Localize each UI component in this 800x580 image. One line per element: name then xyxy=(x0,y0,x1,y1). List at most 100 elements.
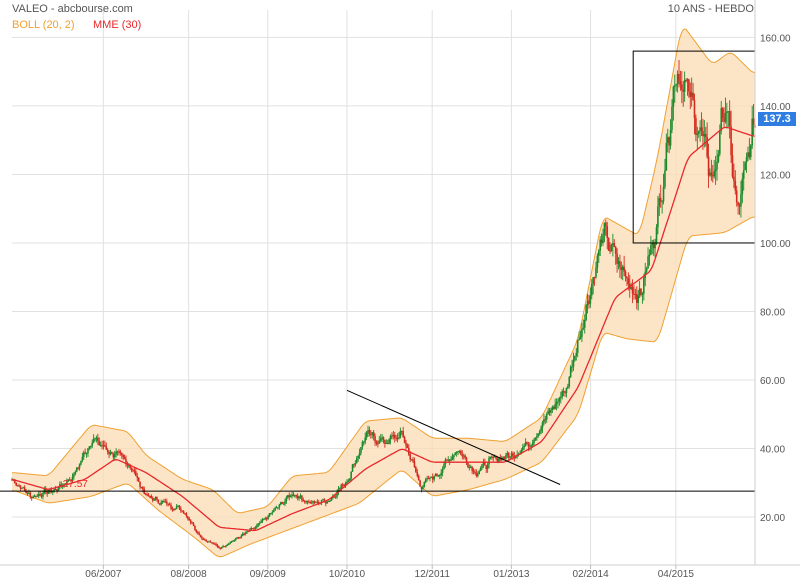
candle-body xyxy=(651,243,654,246)
candle-body xyxy=(263,518,265,520)
candle-body xyxy=(287,495,289,498)
candle-body xyxy=(626,276,628,279)
candle-body xyxy=(302,499,305,502)
candle-body xyxy=(640,288,642,295)
candle-body xyxy=(706,137,708,157)
candle-body xyxy=(184,513,186,515)
candle-body xyxy=(84,452,86,454)
candle-body xyxy=(154,497,157,500)
candle-body xyxy=(697,130,700,134)
candle-body xyxy=(185,513,188,517)
candle-body xyxy=(313,501,316,503)
candle-body xyxy=(178,505,181,509)
candle-body xyxy=(748,152,751,158)
candle-body xyxy=(733,176,735,181)
candle-body xyxy=(491,456,493,458)
candle-body xyxy=(431,476,434,480)
candle-body xyxy=(624,271,627,277)
candle-body xyxy=(29,492,32,497)
candle-body xyxy=(659,198,662,202)
candle-body xyxy=(344,483,347,486)
candle-body xyxy=(409,454,412,460)
candle-body xyxy=(635,294,638,303)
candle-body xyxy=(637,295,640,303)
candle-body xyxy=(509,456,511,458)
candle-body xyxy=(101,445,103,447)
candle-body xyxy=(654,243,656,249)
legend-mme[interactable]: MME (30) xyxy=(93,19,142,31)
candle-body xyxy=(696,133,699,135)
candle-body xyxy=(689,91,692,97)
candle-body xyxy=(298,496,300,499)
candle-body xyxy=(641,293,644,295)
candle-body xyxy=(679,81,682,85)
candle-body xyxy=(531,442,534,446)
candle-body xyxy=(309,502,312,504)
candle-body xyxy=(699,127,701,131)
candle-body xyxy=(530,445,533,447)
candle-body xyxy=(94,438,96,440)
candle-body xyxy=(405,442,407,446)
candle-body xyxy=(503,457,506,459)
candle-body xyxy=(139,481,141,487)
candle-body xyxy=(334,496,337,498)
candle-body xyxy=(163,500,165,502)
candle-body xyxy=(225,545,227,547)
candle-body xyxy=(724,113,727,122)
candle-body xyxy=(610,244,613,252)
candle-body xyxy=(28,492,30,494)
candle-body xyxy=(192,523,195,526)
candle-body xyxy=(241,533,244,536)
candle-body xyxy=(650,245,652,255)
candle-body xyxy=(479,468,482,472)
candle-body xyxy=(161,500,164,503)
candle-body xyxy=(713,171,715,177)
candle-body xyxy=(372,432,375,437)
candle-body xyxy=(370,433,372,435)
candle-body xyxy=(458,450,461,452)
candle-body xyxy=(740,194,742,207)
candle-body xyxy=(378,440,381,444)
period-label[interactable]: 10 ANS - HEBDO xyxy=(667,3,754,15)
candle-body xyxy=(474,471,476,474)
candle-body xyxy=(308,501,310,503)
candle-body xyxy=(374,436,376,442)
candle-body xyxy=(118,451,120,453)
candle-body xyxy=(675,84,677,86)
candle-body xyxy=(589,295,592,304)
candle-body xyxy=(461,454,464,457)
candle-body xyxy=(316,501,319,503)
candle-body xyxy=(40,495,43,497)
candle-body xyxy=(600,239,603,244)
candle-body xyxy=(598,250,600,256)
candle-body xyxy=(581,328,583,337)
candle-body xyxy=(151,497,154,501)
candle-body xyxy=(386,443,389,445)
candle-body xyxy=(389,435,392,440)
candle-body xyxy=(520,449,523,454)
candle-body xyxy=(419,480,421,487)
candle-body xyxy=(46,491,48,494)
candle-body xyxy=(323,499,326,503)
candle-body xyxy=(406,445,409,448)
candle-body xyxy=(194,525,196,530)
candle-body xyxy=(203,539,206,541)
candle-body xyxy=(102,445,105,447)
candle-body xyxy=(560,396,562,398)
candle-body xyxy=(92,438,95,443)
candle-body xyxy=(710,172,713,176)
candle-body xyxy=(275,507,278,509)
candle-body xyxy=(246,531,248,533)
candle-body xyxy=(336,492,338,497)
candle-body xyxy=(453,455,455,458)
candle-body xyxy=(180,508,182,511)
candle-body xyxy=(164,501,167,503)
candle-body xyxy=(353,464,355,466)
candle-body xyxy=(81,456,84,461)
candle-body xyxy=(423,482,426,487)
candle-body xyxy=(664,170,666,187)
legend-boll[interactable]: BOLL (20, 2) xyxy=(12,19,75,31)
candle-body xyxy=(371,432,374,435)
candle-body xyxy=(707,156,710,176)
